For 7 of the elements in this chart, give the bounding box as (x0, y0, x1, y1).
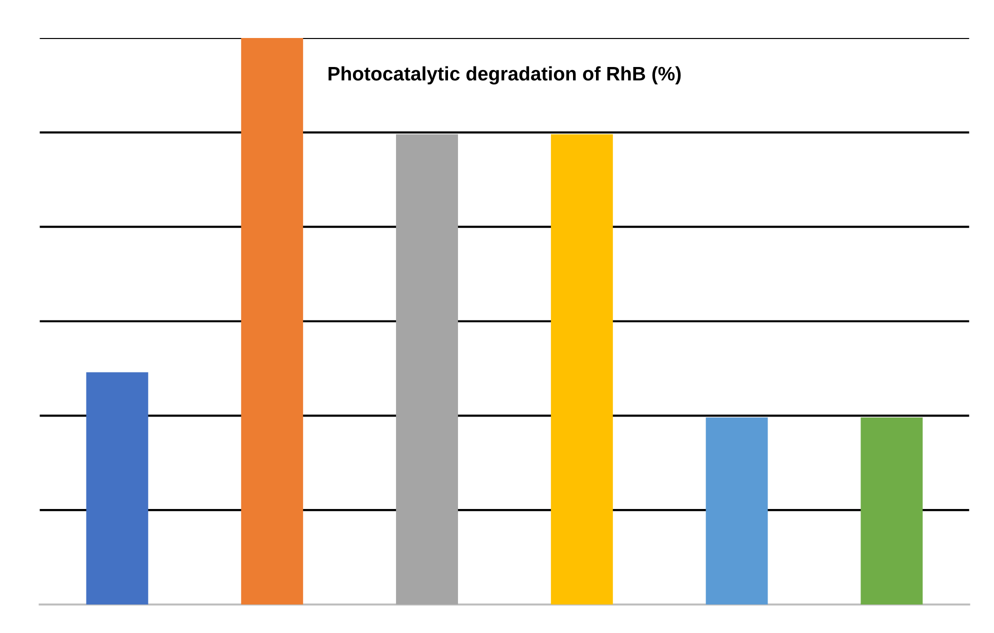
bar (550, 134, 613, 605)
bar (86, 372, 148, 605)
bar (706, 418, 768, 605)
bar (396, 134, 458, 605)
text: Photocatalytic degradation of RhB (%) (328, 66, 681, 85)
bar (241, 38, 304, 605)
bar (860, 418, 923, 605)
